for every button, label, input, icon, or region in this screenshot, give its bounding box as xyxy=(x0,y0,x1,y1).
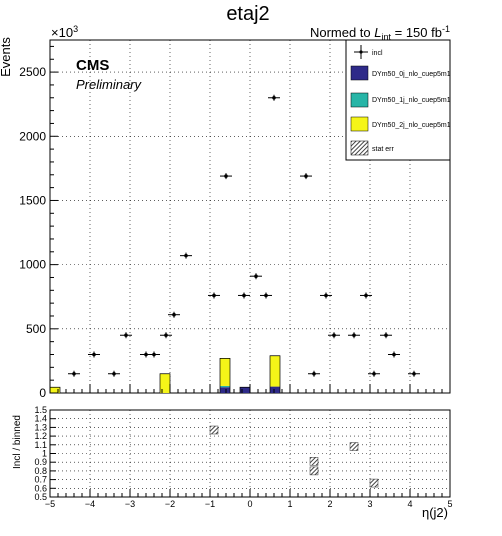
incl-point xyxy=(408,371,420,377)
y-tick-label: 1000 xyxy=(19,258,46,272)
y-axis-ticks: 0 500 1000 1500 2000 2500 xyxy=(19,46,58,400)
incl-point xyxy=(108,371,120,377)
incl-point xyxy=(388,351,400,357)
incl-point xyxy=(360,292,372,298)
stack-bar-2 xyxy=(220,358,230,386)
incl-point xyxy=(148,351,160,357)
stack-bar-2 xyxy=(270,356,280,387)
legend-label-stat-err: stat err xyxy=(372,146,394,153)
ratio-y-tick-label: 1.1 xyxy=(34,440,47,450)
stack-bar-0 xyxy=(220,387,230,393)
ratio-y-tick-label: 1.3 xyxy=(34,422,47,432)
chart-title: etaj2 xyxy=(226,3,269,25)
x-tick-label: 3 xyxy=(367,499,372,509)
incl-point xyxy=(180,253,192,259)
x-axis-ticks xyxy=(50,384,450,393)
ratio-y-tick-label: 1.5 xyxy=(34,405,47,415)
stack-bar-1 xyxy=(220,386,230,387)
legend: incl DYm50_0j_nlo_cuep5m1 DYm50_1j_nlo_c… xyxy=(346,40,451,160)
y-axis-label: Events xyxy=(0,37,13,77)
y-tick-label: 0 xyxy=(39,386,46,400)
ratio-y-tick-label: 0.6 xyxy=(34,483,47,493)
incl-point xyxy=(300,173,312,179)
ratio-point xyxy=(310,467,318,475)
incl-point xyxy=(268,95,280,101)
x-tick-label: 1 xyxy=(287,499,292,509)
ratio-points xyxy=(210,426,378,487)
incl-point xyxy=(208,292,220,298)
ratio-y-axis-ticks: 0.50.60.70.80.911.11.21.31.41.5 xyxy=(34,405,56,502)
incl-point xyxy=(368,371,380,377)
ratio-y-tick-label: 0.8 xyxy=(34,466,47,476)
x-tick-label: 2 xyxy=(327,499,332,509)
ratio-plot: 0.50.60.70.80.911.11.21.31.41.5 −5 −4 −3 −2… xyxy=(12,405,453,520)
ratio-y-tick-label: 0.9 xyxy=(34,457,47,467)
y-scale-exponent: ×103 xyxy=(51,24,78,40)
x-tick-label: 0 xyxy=(247,499,252,509)
cms-label: CMS xyxy=(76,57,109,74)
legend-swatch-dy1j xyxy=(351,93,368,107)
legend-swatch-stat-err xyxy=(351,141,368,155)
x-tick-label: 5 xyxy=(447,499,452,509)
ratio-y-tick-label: 1.2 xyxy=(34,431,47,441)
incl-point xyxy=(120,332,132,338)
x-tick-label: −3 xyxy=(125,499,135,509)
y-tick-label: 2000 xyxy=(19,129,46,143)
incl-point xyxy=(328,332,340,338)
incl-point xyxy=(260,292,272,298)
legend-label-dy0j: DYm50_0j_nlo_cuep5m1 xyxy=(372,71,451,78)
ratio-point xyxy=(370,479,378,487)
x-tick-label: −1 xyxy=(205,499,215,509)
legend-swatch-dy0j xyxy=(351,66,368,80)
ratio-y-axis-label: Incl / binned xyxy=(12,415,23,469)
x-tick-label: −4 xyxy=(85,499,95,509)
ratio-y-tick-label: 1.4 xyxy=(34,414,47,424)
ratio-y-tick-label: 1 xyxy=(42,449,47,459)
y-tick-label: 500 xyxy=(26,322,46,336)
x-tick-label: −5 xyxy=(45,499,55,509)
incl-point xyxy=(220,173,232,179)
x-tick-label: 4 xyxy=(407,499,412,509)
incl-point xyxy=(238,292,250,298)
incl-point xyxy=(250,273,262,279)
ratio-point xyxy=(210,426,218,434)
ratio-point xyxy=(350,443,358,451)
ratio-point xyxy=(310,457,318,465)
luminosity-label: Normed to Lint = 150 fb-1 xyxy=(310,24,450,42)
ratio-grid xyxy=(50,410,450,497)
legend-label-incl: incl xyxy=(372,50,383,57)
legend-label-dy2j: DYm50_2j_nlo_cuep5m1 xyxy=(372,122,451,129)
preliminary-label: Preliminary xyxy=(76,77,143,92)
incl-point xyxy=(68,371,80,377)
incl-point xyxy=(160,332,172,338)
y-tick-label: 1500 xyxy=(19,193,46,207)
incl-point xyxy=(348,332,360,338)
x-tick-label: −2 xyxy=(165,499,175,509)
legend-swatch-dy2j xyxy=(351,117,368,131)
y-tick-label: 2500 xyxy=(19,65,46,79)
ratio-y-tick-label: 0.7 xyxy=(34,475,47,485)
incl-point xyxy=(380,332,392,338)
legend-label-dy1j: DYm50_1j_nlo_cuep5m1 xyxy=(372,97,451,104)
stack-bar-0 xyxy=(270,387,280,393)
ratio-x-axis-ticks: −5 −4 −3 −2 −1 0 1 2 3 4 5 xyxy=(45,489,453,509)
x-axis-label: η(j2) xyxy=(422,505,448,520)
incl-point xyxy=(320,292,332,298)
incl-point xyxy=(308,371,320,377)
